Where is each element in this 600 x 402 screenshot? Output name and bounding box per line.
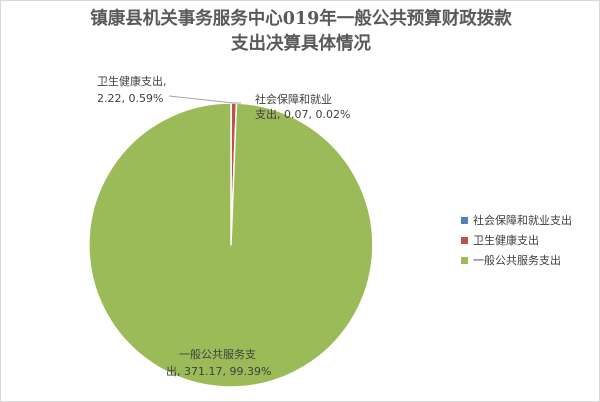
data-label-health: 卫生健康支出, 2.22, 0.59%	[97, 74, 170, 105]
legend-swatch-general	[461, 256, 468, 264]
legend-item-general-public-service: 一般公共服务支出	[461, 250, 572, 270]
legend-item-social-security: 社会保障和就业支出	[461, 210, 572, 230]
legend-item-health: 卫生健康支出	[461, 230, 572, 250]
chart-title-line-1: 镇康县机关事务服务中心019年一般公共预算财政拨款	[90, 9, 512, 29]
data-label-social-security-line-1: 社会保障和就业	[255, 92, 332, 106]
data-label-social-security-line-2: 支出, 0.07, 0.02%	[255, 107, 350, 121]
chart-title: 镇康县机关事务服务中心019年一般公共预算财政拨款 支出决算具体情况	[41, 7, 561, 57]
legend-label-social-security: 社会保障和就业支出	[473, 214, 572, 227]
leader-lines	[168, 95, 241, 104]
data-label-health-line-2: 2.22, 0.59%	[97, 92, 163, 105]
data-label-health-line-1: 卫生健康支出,	[97, 74, 167, 88]
legend: 社会保障和就业支出 卫生健康支出 一般公共服务支出	[461, 210, 572, 270]
chart-title-line-2: 支出决算具体情况	[231, 34, 371, 54]
leader-line-health	[168, 95, 234, 104]
data-label-social-security: 社会保障和就业 支出, 0.07, 0.02%	[255, 92, 350, 121]
legend-swatch-health	[461, 236, 468, 244]
data-label-general-line-1: 一般公共服务支	[179, 348, 256, 361]
slice-general-public-service	[88, 102, 374, 388]
pie-slices	[88, 102, 374, 388]
legend-label-health: 卫生健康支出	[473, 234, 539, 247]
legend-label-general-public-service: 一般公共服务支出	[473, 254, 561, 267]
data-label-general-line-2: 出, 371.17, 99.39%	[166, 364, 271, 378]
data-label-general-public-service: 一般公共服务支 出, 371.17, 99.39%	[166, 348, 271, 378]
legend-swatch-social-security	[461, 216, 468, 224]
